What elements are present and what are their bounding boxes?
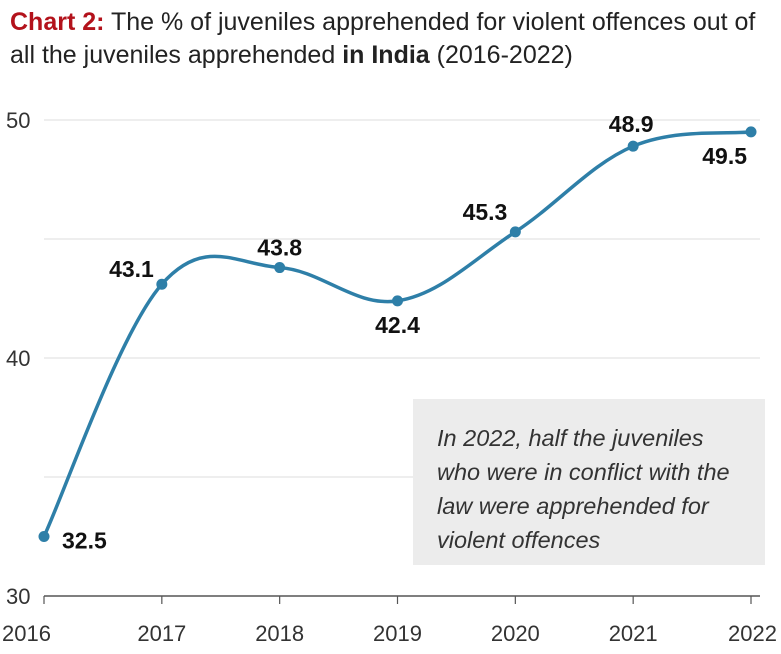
data-label: 43.1 [109, 256, 154, 282]
data-point [627, 140, 639, 152]
x-tick-label: 2017 [137, 621, 186, 646]
x-tick-label: 2018 [255, 621, 304, 646]
x-tick-label: 2016 [2, 621, 51, 646]
x-tick-label: 2022 [728, 621, 777, 646]
chart-number: Chart 2: [10, 8, 105, 36]
x-tick-label: 2020 [491, 621, 540, 646]
title-text-1: The % of juveniles apprehended for viole… [10, 8, 756, 69]
data-label: 45.3 [463, 199, 508, 225]
x-axis-ticks [43, 596, 752, 604]
data-point [745, 126, 757, 138]
data-point [392, 295, 403, 307]
data-point [509, 226, 521, 238]
x-tick-label: 2021 [609, 621, 658, 646]
data-label: 42.4 [375, 312, 420, 338]
title-text-2: (2016-2022) [429, 41, 573, 69]
x-tick-label: 2019 [373, 621, 422, 646]
data-point [38, 531, 50, 542]
chart-title: Chart 2: The % of juveniles apprehended … [10, 6, 775, 72]
data-labels: 32.5 43.1 43.8 42.4 45.3 48.9 49.5 [62, 111, 747, 553]
y-tick-label: 50 [6, 108, 30, 133]
data-points [38, 126, 757, 542]
data-label: 49.5 [702, 143, 747, 169]
data-label: 43.8 [257, 235, 302, 261]
annotation-text: In 2022, half the juveniles who were in … [437, 425, 730, 553]
data-label: 32.5 [62, 528, 107, 554]
data-point [156, 278, 168, 290]
x-axis-labels: 2016 2017 2018 2019 2020 2021 2022 [2, 621, 777, 646]
y-tick-label: 40 [6, 346, 30, 371]
annotation-box: In 2022, half the juveniles who were in … [413, 399, 765, 565]
y-tick-label: 30 [6, 584, 30, 609]
y-axis-labels: 30 40 50 [6, 108, 30, 609]
title-bold-region: in India [342, 41, 430, 69]
data-point [274, 262, 286, 274]
data-label: 48.9 [609, 111, 654, 137]
